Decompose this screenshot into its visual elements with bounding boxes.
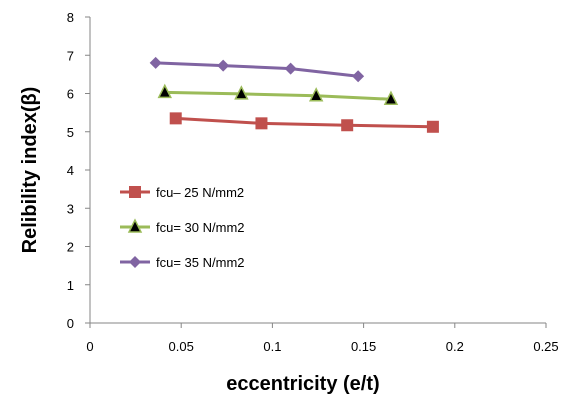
data-point-marker: [285, 63, 297, 75]
data-point-marker: [341, 119, 353, 131]
x-tick-label: 0.2: [446, 339, 464, 354]
x-tick-label: 0.15: [351, 339, 376, 354]
legend-label: fcu= 30 N/mm2: [156, 220, 245, 235]
chart-series-layer: [150, 57, 439, 133]
data-point-marker: [352, 70, 364, 82]
series-2: [159, 85, 397, 104]
legend-item: fcu= 35 N/mm2: [120, 255, 245, 270]
y-tick-label: 1: [67, 278, 74, 293]
series-line: [156, 63, 358, 76]
y-tick-label: 7: [67, 48, 74, 63]
legend-label: fcu= 35 N/mm2: [156, 255, 245, 270]
legend-item: fcu– 25 N/mm2: [120, 185, 244, 200]
x-tick-label: 0: [86, 339, 93, 354]
y-tick-label: 2: [67, 240, 74, 255]
series-line: [165, 92, 391, 99]
data-point-marker: [150, 57, 162, 69]
x-tick-label: 0.1: [263, 339, 281, 354]
x-tick-label: 0.25: [533, 339, 558, 354]
chart-legend: fcu– 25 N/mm2 fcu= 30 N/mm2 fcu= 35 N/mm2: [120, 185, 245, 270]
y-tick-label: 6: [67, 87, 74, 102]
series-1: [170, 112, 439, 132]
y-axis-title: Relibility index(β): [19, 87, 41, 254]
x-tick-label: 0.05: [169, 339, 194, 354]
data-point-marker: [427, 121, 439, 133]
y-tick-label: 5: [67, 125, 74, 140]
data-point-marker: [217, 60, 229, 72]
legend-item: fcu= 30 N/mm2: [120, 220, 245, 235]
y-tick-label: 0: [67, 316, 74, 331]
data-point-marker: [170, 112, 182, 124]
chart-axes: 0 1 2 3 4 5 6 7 8 0 0.05 0.1 0.15 0.2 0.25: [67, 10, 559, 354]
y-tick-label: 8: [67, 10, 74, 25]
data-point-marker: [255, 117, 267, 129]
y-tick-label: 3: [67, 201, 74, 216]
series-3: [150, 57, 364, 82]
x-axis-title: eccentricity (e/t): [226, 373, 379, 395]
legend-marker: [129, 256, 141, 268]
legend-label: fcu– 25 N/mm2: [156, 185, 244, 200]
y-tick-label: 4: [67, 163, 74, 178]
series-line: [176, 118, 433, 126]
legend-marker: [129, 186, 141, 198]
